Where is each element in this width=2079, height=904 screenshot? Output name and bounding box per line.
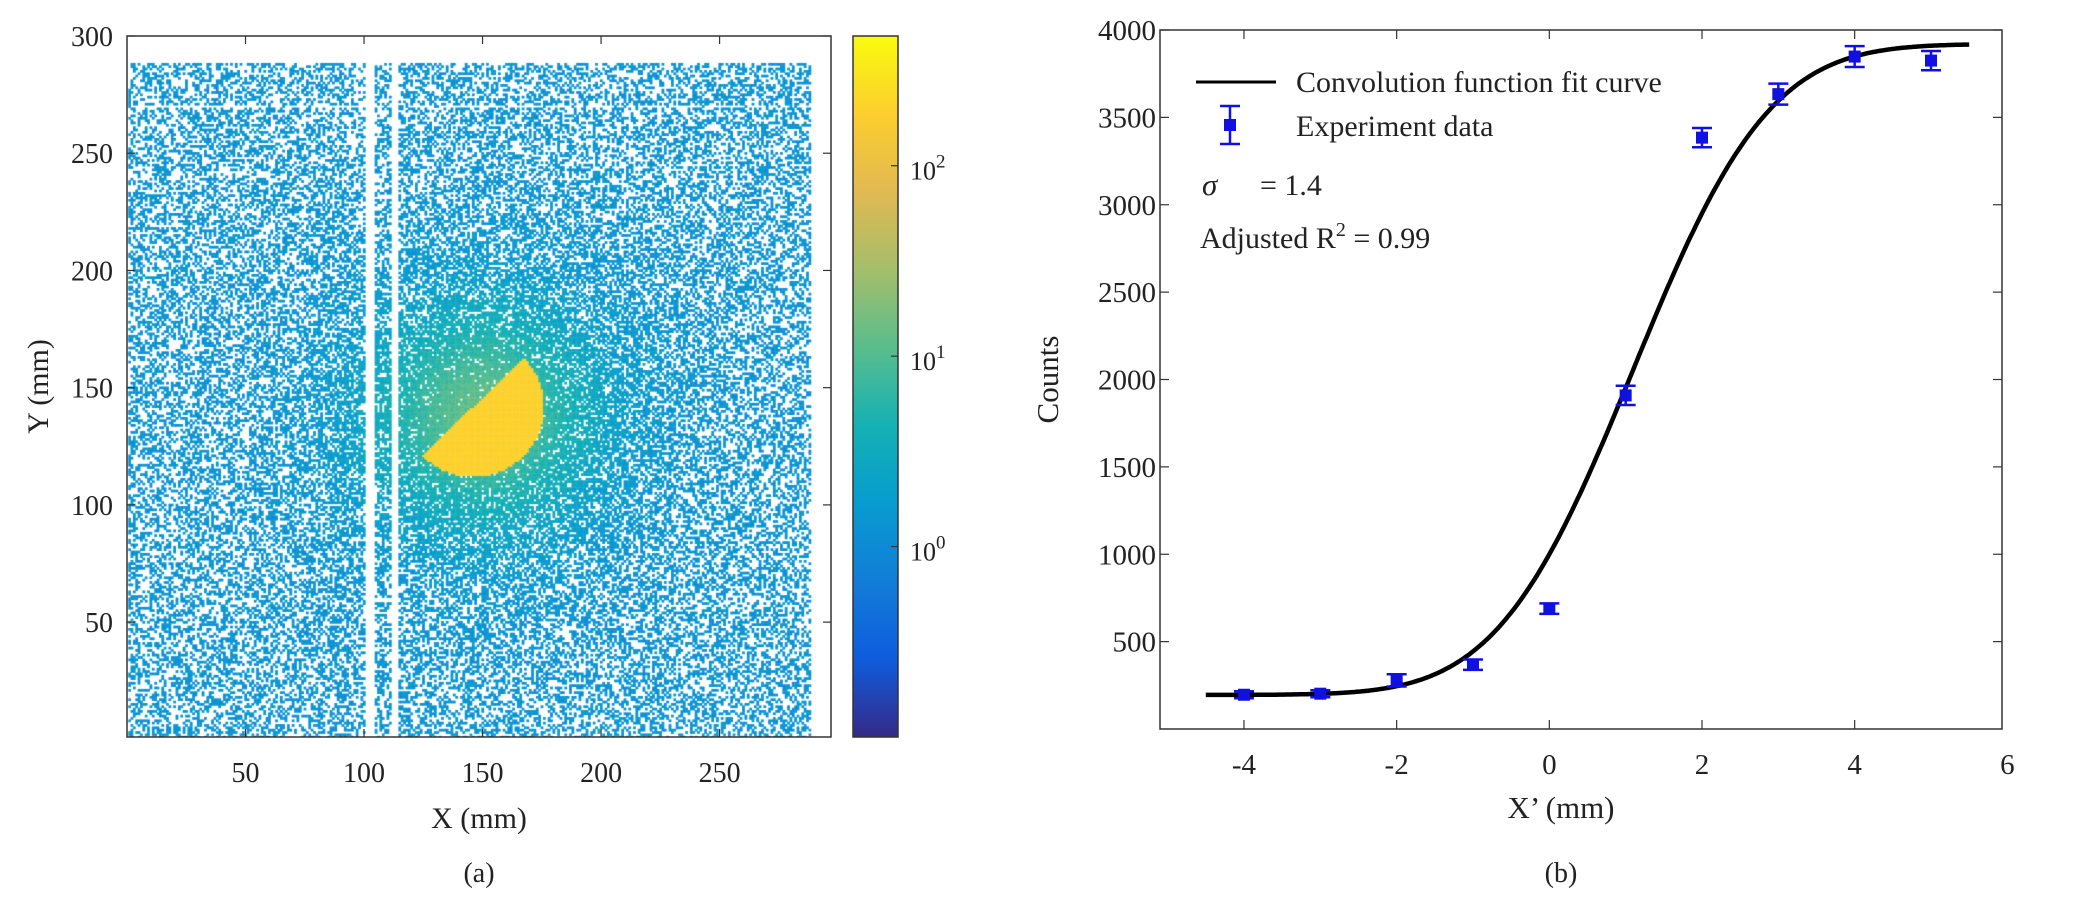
scatter-axes-box bbox=[1159, 29, 2003, 730]
x-axis-label: X’ (mm) bbox=[1507, 790, 1614, 825]
y-axis-label: Counts bbox=[1030, 336, 1065, 424]
marker bbox=[1619, 389, 1632, 402]
heatmap-image bbox=[127, 36, 831, 737]
y-tick-label: 150 bbox=[71, 374, 113, 405]
marker bbox=[1925, 54, 1938, 67]
marker bbox=[1695, 131, 1708, 144]
colorbar bbox=[852, 35, 899, 738]
y-tick-label: 3000 bbox=[1098, 190, 1156, 222]
data-point bbox=[1844, 44, 1865, 69]
y-axis-label: Y (mm) bbox=[22, 339, 55, 434]
x-tick-label: -2 bbox=[1385, 749, 1409, 781]
x-tick-label: 6 bbox=[2000, 749, 2015, 781]
panel-label-a: (a) bbox=[463, 858, 494, 889]
y-tick-label: 3500 bbox=[1098, 102, 1156, 134]
marker bbox=[1466, 658, 1479, 671]
y-tick-label: 2500 bbox=[1098, 277, 1156, 309]
fit-curve bbox=[1205, 42, 1970, 698]
x-axis-label: X (mm) bbox=[431, 802, 527, 835]
marker bbox=[1237, 688, 1250, 701]
panel-label-b: (b) bbox=[1545, 858, 1578, 889]
x-tick-label: 250 bbox=[699, 758, 741, 789]
y-tick-label: 100 bbox=[71, 491, 113, 522]
x-tick-label: 150 bbox=[462, 758, 504, 789]
data-point bbox=[1386, 673, 1407, 688]
x-tick-label: 4 bbox=[1847, 749, 1862, 781]
x-tick-label: 2 bbox=[1695, 749, 1710, 781]
marker bbox=[1848, 50, 1861, 63]
data-point bbox=[1539, 602, 1560, 616]
marker bbox=[1543, 602, 1556, 615]
colorbar-tick-label: 101 bbox=[910, 342, 946, 376]
y-tick-label: 4000 bbox=[1098, 15, 1156, 47]
colorbar-tick-label: 100 bbox=[910, 533, 946, 567]
marker bbox=[1314, 687, 1327, 700]
data-point bbox=[1615, 384, 1636, 407]
data-point bbox=[1691, 126, 1712, 149]
legend: Convolution function fit curve Experiment… bbox=[1196, 66, 1662, 146]
x-tick-label: 0 bbox=[1542, 749, 1557, 781]
y-tick-label: 300 bbox=[71, 22, 113, 53]
legend-label-data: Experiment data bbox=[1296, 110, 1493, 143]
sigma-symbol: σ bbox=[1202, 167, 1219, 202]
heatmap-axes-box bbox=[126, 35, 832, 738]
y-tick-label: 500 bbox=[1113, 627, 1157, 659]
y-tick-label: 200 bbox=[71, 256, 113, 287]
data-point bbox=[1462, 658, 1483, 672]
adjusted-r2: Adjusted R2 = 0.99 bbox=[1200, 219, 1430, 255]
data-point bbox=[1233, 688, 1254, 701]
x-tick-label: -4 bbox=[1232, 749, 1257, 781]
x-tick-label: 100 bbox=[343, 758, 385, 789]
sigma-value: = 1.4 bbox=[1260, 169, 1322, 202]
data-point bbox=[1310, 687, 1331, 700]
legend-marker-swatch bbox=[1224, 119, 1236, 131]
marker bbox=[1772, 88, 1785, 101]
colorbar-tick-label: 102 bbox=[910, 152, 946, 186]
marker bbox=[1390, 674, 1403, 687]
legend-label-fit: Convolution function fit curve bbox=[1296, 66, 1662, 99]
y-tick-label: 1500 bbox=[1098, 452, 1156, 484]
x-tick-label: 200 bbox=[580, 758, 622, 789]
x-tick-label: 50 bbox=[232, 758, 260, 789]
y-tick-label: 50 bbox=[85, 608, 113, 639]
y-tick-label: 1000 bbox=[1098, 539, 1156, 571]
y-tick-label: 250 bbox=[71, 139, 113, 170]
data-point bbox=[1768, 82, 1789, 106]
data-point bbox=[1921, 49, 1942, 72]
y-tick-label: 2000 bbox=[1098, 365, 1156, 397]
